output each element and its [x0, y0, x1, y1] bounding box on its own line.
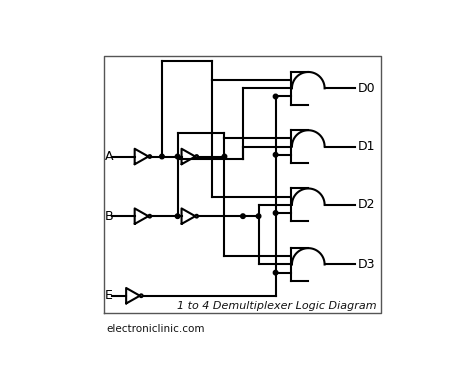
Text: D1: D1	[358, 140, 375, 153]
Circle shape	[222, 154, 227, 159]
Text: electroniclinic.com: electroniclinic.com	[107, 324, 205, 334]
Text: D3: D3	[358, 258, 375, 271]
Circle shape	[273, 152, 278, 157]
Text: B: B	[105, 210, 114, 223]
Text: D2: D2	[358, 198, 375, 211]
Text: A: A	[105, 150, 114, 163]
Circle shape	[273, 94, 278, 99]
Circle shape	[273, 270, 278, 275]
Circle shape	[273, 211, 278, 215]
Circle shape	[175, 214, 180, 218]
Circle shape	[241, 214, 245, 218]
Circle shape	[160, 154, 164, 159]
Text: E: E	[105, 289, 113, 302]
Circle shape	[175, 154, 180, 159]
Text: 1 to 4 Demultiplexer Logic Diagram: 1 to 4 Demultiplexer Logic Diagram	[177, 301, 376, 311]
Circle shape	[256, 214, 261, 218]
Text: D0: D0	[358, 82, 375, 95]
